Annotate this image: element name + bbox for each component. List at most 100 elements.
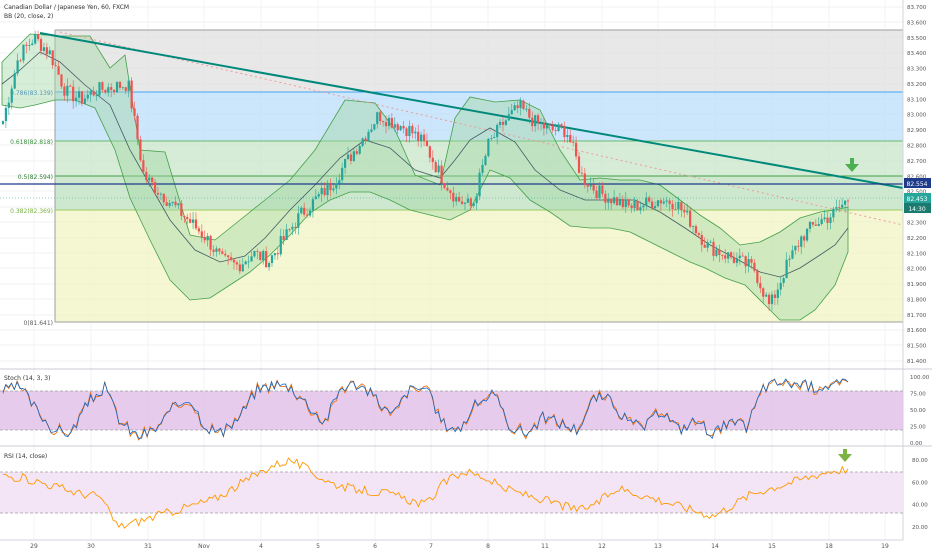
candle bbox=[197, 226, 200, 235]
rsi-line bbox=[2, 457, 849, 529]
candle bbox=[314, 189, 317, 200]
candle bbox=[805, 228, 809, 243]
candle bbox=[177, 203, 180, 210]
candle bbox=[846, 198, 850, 207]
candle bbox=[323, 182, 326, 197]
price-tick-label: 83.400 bbox=[907, 51, 927, 57]
candle bbox=[405, 126, 408, 143]
candle bbox=[630, 203, 633, 213]
candle bbox=[98, 82, 101, 98]
fib-label-0618: 0.618(82.818) bbox=[10, 139, 53, 146]
fib-label-0382: 0.382(82.369) bbox=[10, 208, 53, 215]
candle bbox=[724, 248, 727, 264]
candle bbox=[449, 189, 452, 200]
candle bbox=[95, 90, 98, 101]
dotted-trendline bbox=[59, 31, 904, 226]
candle bbox=[741, 252, 744, 257]
candle bbox=[443, 182, 446, 190]
time-tick-label: 15 bbox=[768, 543, 776, 550]
candle bbox=[13, 70, 16, 90]
candle bbox=[440, 160, 443, 191]
price-tick-label: 83.600 bbox=[907, 20, 927, 26]
candle bbox=[92, 86, 95, 97]
candle bbox=[539, 118, 543, 131]
candle bbox=[370, 124, 373, 134]
price-tick-label: 83.000 bbox=[907, 113, 927, 119]
candle bbox=[224, 249, 227, 258]
candle bbox=[586, 183, 589, 193]
stoch-tick-label: 100.00 bbox=[910, 375, 930, 381]
candle bbox=[153, 178, 157, 195]
candle bbox=[63, 83, 66, 101]
candle bbox=[156, 186, 160, 200]
candle bbox=[253, 250, 256, 258]
candle bbox=[694, 224, 698, 236]
candle bbox=[238, 259, 241, 275]
candle bbox=[121, 86, 124, 91]
time-tick-label: 13 bbox=[654, 543, 662, 550]
stoch-tick-label: 75.00 bbox=[910, 392, 926, 398]
time-tick-label: 4 bbox=[259, 543, 263, 550]
candle bbox=[420, 131, 423, 148]
candle bbox=[621, 195, 624, 210]
candle bbox=[674, 202, 677, 211]
candle bbox=[551, 120, 554, 133]
candle bbox=[797, 239, 800, 252]
candle bbox=[338, 173, 341, 190]
price-tick-label: 82.200 bbox=[907, 236, 927, 242]
countdown-text: 14:30 bbox=[908, 206, 925, 213]
time-tick-label: 14 bbox=[711, 543, 719, 550]
candle bbox=[460, 195, 464, 206]
candle bbox=[785, 252, 788, 279]
candle bbox=[496, 123, 499, 145]
candle bbox=[270, 254, 274, 267]
time-tick-label: 11 bbox=[541, 543, 549, 550]
candle bbox=[697, 231, 700, 238]
candle bbox=[294, 222, 297, 234]
down-arrow-icon bbox=[845, 158, 859, 172]
candle bbox=[469, 197, 472, 211]
candle bbox=[665, 196, 668, 208]
candle bbox=[814, 219, 817, 227]
candle bbox=[402, 121, 405, 134]
candle bbox=[113, 89, 116, 95]
candle bbox=[74, 91, 78, 107]
candle bbox=[431, 150, 434, 170]
fib-label-0: 0(81.641) bbox=[24, 320, 54, 327]
candle bbox=[501, 116, 505, 132]
candle bbox=[782, 276, 785, 287]
candle bbox=[536, 113, 540, 131]
candle bbox=[475, 193, 478, 211]
candle bbox=[393, 117, 396, 132]
candle bbox=[653, 201, 657, 210]
candle bbox=[677, 196, 680, 215]
candle bbox=[519, 97, 522, 116]
candle bbox=[165, 196, 168, 207]
candle bbox=[835, 199, 838, 213]
candle bbox=[104, 89, 107, 95]
candle bbox=[48, 46, 51, 55]
candle bbox=[7, 96, 10, 115]
candle bbox=[598, 182, 601, 200]
candle bbox=[212, 245, 215, 257]
candle bbox=[455, 193, 458, 206]
candle bbox=[838, 199, 841, 213]
candle bbox=[276, 247, 279, 260]
candle bbox=[615, 196, 619, 206]
hline-price-text: 82.554 bbox=[907, 181, 928, 188]
candle bbox=[382, 120, 385, 127]
price-tick-label: 82.800 bbox=[907, 144, 927, 150]
candle bbox=[767, 292, 771, 311]
candle bbox=[262, 249, 265, 265]
candle bbox=[718, 244, 721, 263]
candle bbox=[72, 80, 75, 109]
candle bbox=[408, 120, 411, 143]
candle bbox=[803, 234, 806, 248]
candle bbox=[563, 121, 566, 143]
candle bbox=[592, 178, 595, 194]
candle bbox=[384, 115, 388, 134]
candle bbox=[458, 191, 461, 203]
candle bbox=[715, 245, 718, 258]
rsi-tick-label: 80.00 bbox=[912, 458, 928, 464]
candle bbox=[633, 196, 636, 212]
